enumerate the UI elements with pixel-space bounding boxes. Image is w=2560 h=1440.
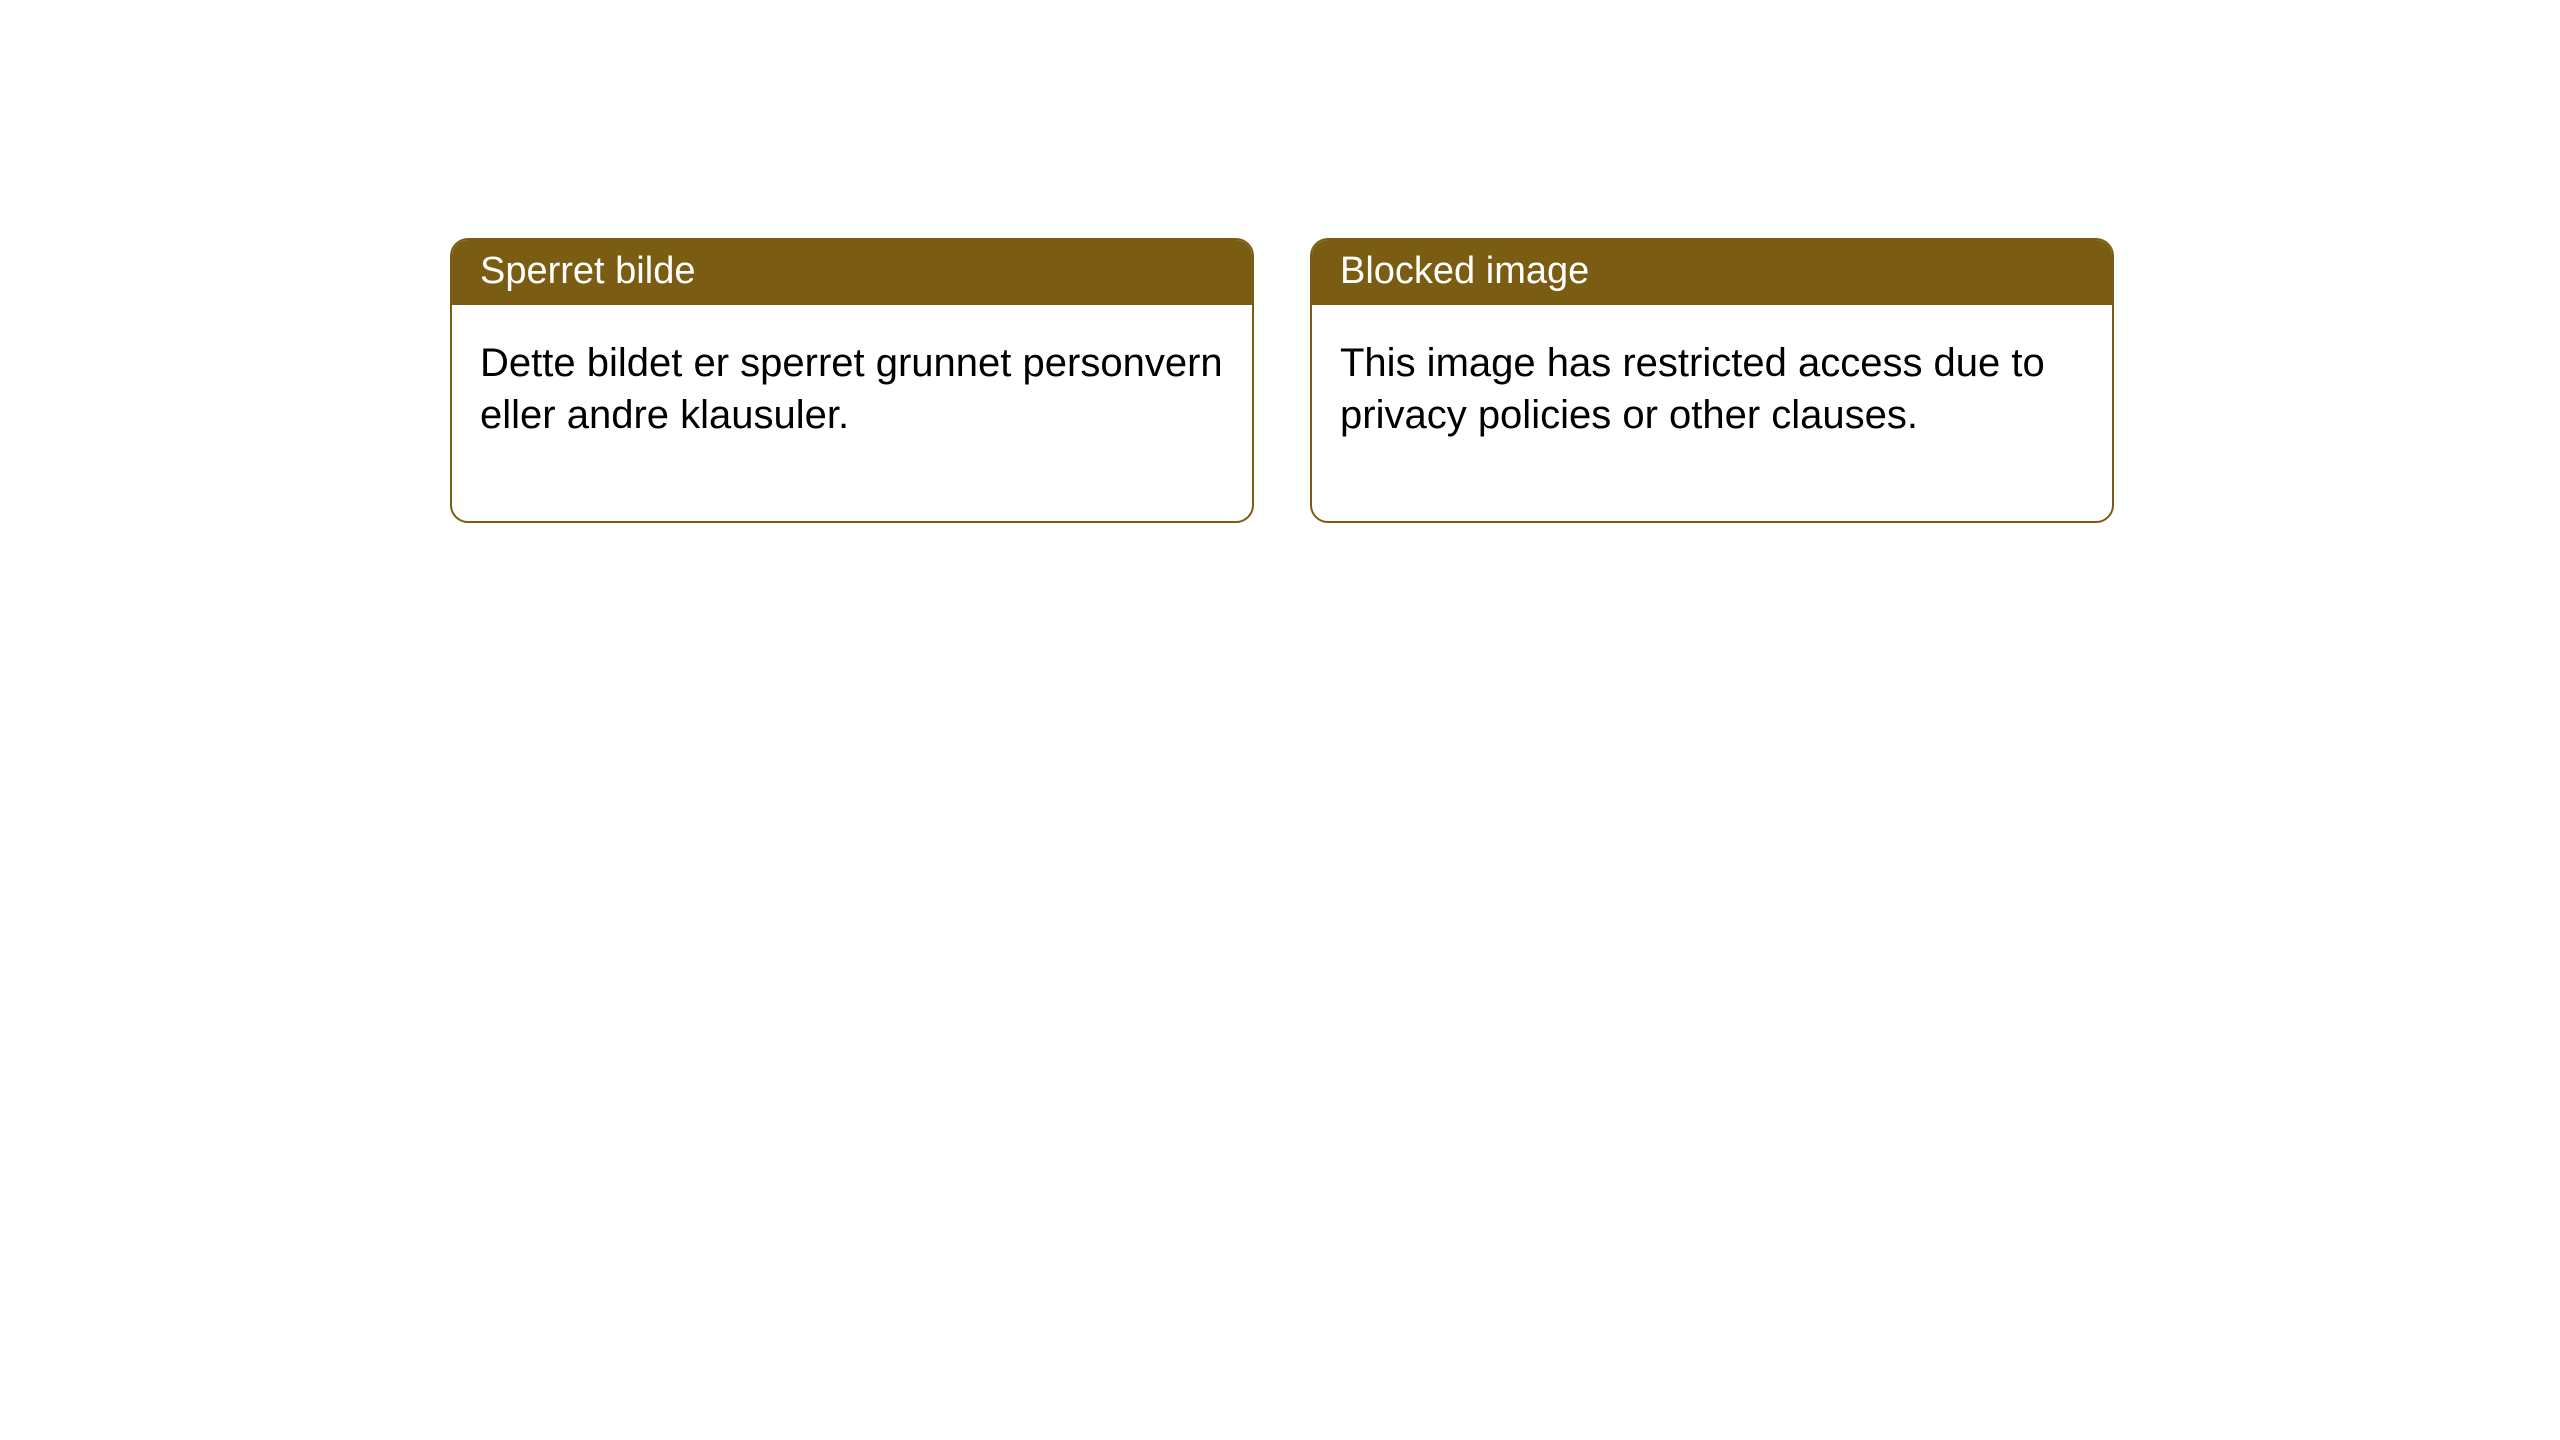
notice-card-english: Blocked image This image has restricted … <box>1310 238 2114 523</box>
notice-header-english: Blocked image <box>1312 240 2112 305</box>
notice-body-english: This image has restricted access due to … <box>1312 305 2112 521</box>
notice-text: Dette bildet er sperret grunnet personve… <box>480 341 1223 437</box>
notice-title: Blocked image <box>1340 250 1589 292</box>
notice-card-norwegian: Sperret bilde Dette bildet er sperret gr… <box>450 238 1254 523</box>
notice-container: Sperret bilde Dette bildet er sperret gr… <box>450 238 2114 523</box>
notice-body-norwegian: Dette bildet er sperret grunnet personve… <box>452 305 1252 521</box>
notice-text: This image has restricted access due to … <box>1340 341 2045 437</box>
notice-title: Sperret bilde <box>480 250 695 292</box>
notice-header-norwegian: Sperret bilde <box>452 240 1252 305</box>
